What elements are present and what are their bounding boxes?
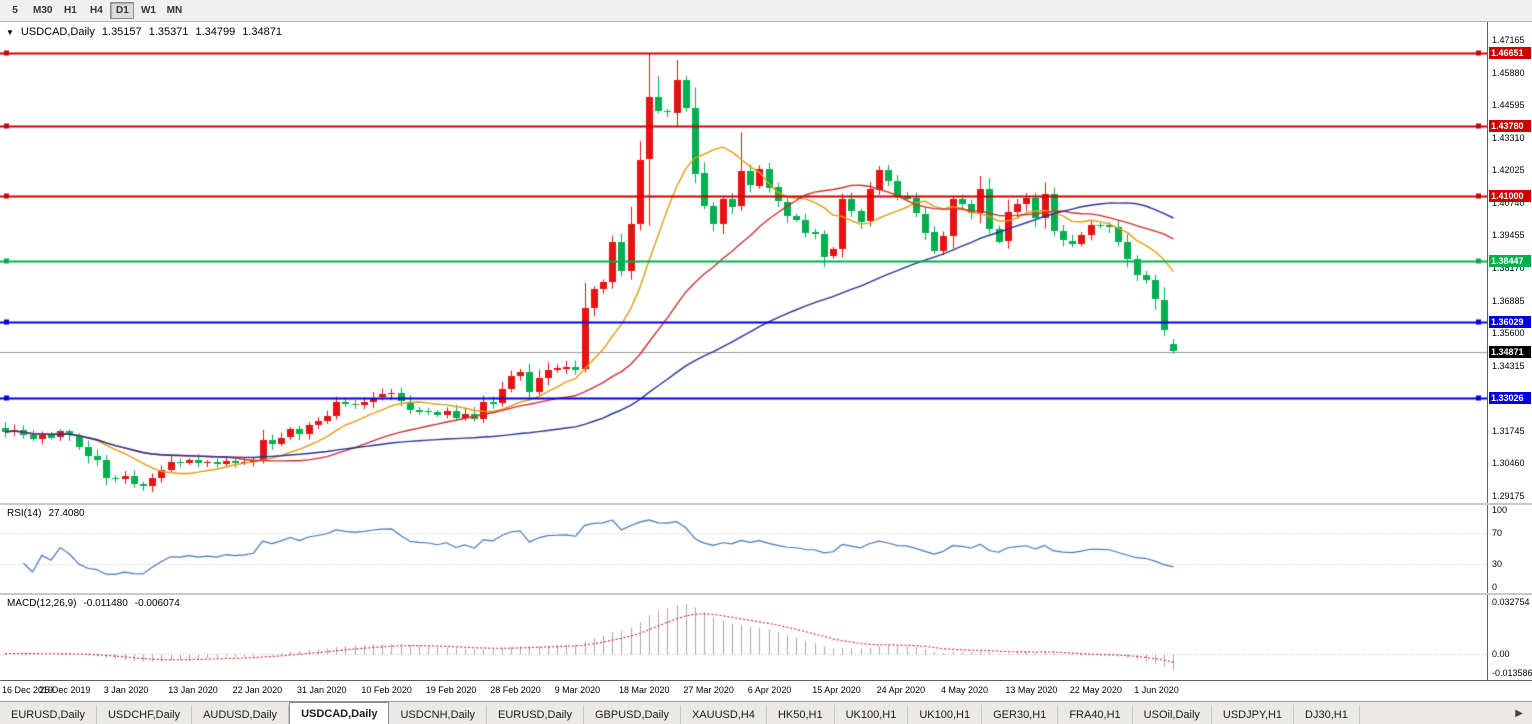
macd-indicator-canvas[interactable] <box>0 595 1487 680</box>
price-tick-label: 1.40740 <box>1492 197 1525 208</box>
timeframe-button-5[interactable]: 5 <box>12 5 18 16</box>
date-tick-label: 16 Dec 2019 <box>2 685 54 695</box>
level-price-label: 1.36029 <box>1489 316 1531 329</box>
tabs-scroll-right-icon[interactable]: ▶ <box>1515 707 1523 719</box>
rsi-indicator-canvas[interactable] <box>0 505 1487 593</box>
price-tick-label: 1.34315 <box>1492 360 1525 371</box>
ohlc-close: 1.34871 <box>242 26 282 38</box>
pane-divider-rsi[interactable] <box>0 503 1532 505</box>
timeframe-button-D1[interactable]: D1 <box>110 2 135 19</box>
macd-tick-label: -0.013586 <box>1492 668 1532 678</box>
date-tick-label: 9 Mar 2020 <box>554 685 601 695</box>
symbol-tab-USDCAD-Daily[interactable]: USDCAD,Daily <box>289 702 390 724</box>
timeframe-button-MN[interactable]: MN <box>166 5 183 16</box>
symbol-tab-GER30-H1[interactable]: GER30,H1 <box>982 705 1059 724</box>
date-tick-label: 22 Jan 2020 <box>232 685 283 695</box>
ohlc-open: 1.35157 <box>101 26 142 38</box>
date-tick-label: 31 Jan 2020 <box>297 685 347 695</box>
symbol-tab-EURUSD-Daily[interactable]: EURUSD,Daily <box>487 705 584 724</box>
price-tick-label: 1.35600 <box>1492 328 1525 339</box>
price-tick-label: 1.42025 <box>1492 165 1525 176</box>
date-tick-label: 13 May 2020 <box>1005 685 1058 695</box>
date-tick-label: 1 Jun 2020 <box>1134 685 1179 695</box>
timeframe-button-W1[interactable]: W1 <box>140 5 156 16</box>
price-tick-label: 1.45880 <box>1492 67 1525 78</box>
price-tick-label: 1.43310 <box>1492 132 1525 143</box>
rsi-header: RSI(14) 27.4080 <box>7 508 85 519</box>
symbol-tab-AUDUSD-Daily[interactable]: AUDUSD,Daily <box>192 705 290 724</box>
price-axis: 1.47165 1.45880 1.44595 1.43310 1.42025 1.407… <box>1487 22 1532 680</box>
ohlc-low: 1.34799 <box>195 26 236 38</box>
date-tick-label: 28 Feb 2020 <box>490 685 541 695</box>
rsi-tick-label: 0 <box>1492 582 1498 592</box>
time-axis: 16 Dec 2019 25 Dec 2019 3 Jan 2020 13 Jan 2… <box>0 680 1532 701</box>
symbol-tab-DJ30-H1[interactable]: DJ30,H1 <box>1294 705 1360 724</box>
pane-divider-macd[interactable] <box>0 593 1532 595</box>
rsi-tick-label: 70 <box>1492 528 1503 539</box>
rsi-value: 27.4080 <box>48 508 85 519</box>
price-tick-label: 1.39455 <box>1492 230 1525 241</box>
symbol-tab-GBPUSD-Daily[interactable]: GBPUSD,Daily <box>584 705 681 724</box>
symbol-tabbar: EURUSD,Daily USDCHF,Daily AUDUSD,Daily USDC… <box>0 701 1532 724</box>
current-price-label: 1.34871 <box>1489 345 1531 358</box>
date-tick-label: 15 Apr 2020 <box>812 685 861 695</box>
date-tick-label: 18 Mar 2020 <box>619 685 670 695</box>
price-tick-label: 1.47165 <box>1492 35 1525 45</box>
date-tick-label: 13 Jan 2020 <box>168 685 218 695</box>
timeframe-toolbar: 5 M30 H1 H4 D1 W1 MN <box>0 0 1532 22</box>
rsi-label: RSI(14) <box>7 508 42 519</box>
price-tick-label: 1.36885 <box>1492 295 1525 306</box>
level-price-label: 1.46651 <box>1489 47 1531 60</box>
date-tick-label: 24 Apr 2020 <box>876 685 926 695</box>
symbol-tab-FRA40-H1[interactable]: FRA40,H1 <box>1058 705 1133 724</box>
ohlc-high: 1.35371 <box>148 26 189 38</box>
symbol-tab-XAUUSD-H4[interactable]: XAUUSD,H4 <box>681 705 767 724</box>
date-tick-label: 25 Dec 2019 <box>39 685 91 695</box>
macd-signal-value: -0.006074 <box>134 598 180 609</box>
price-tick-label: 1.30460 <box>1492 458 1525 469</box>
date-tick-label: 22 May 2020 <box>1069 685 1122 695</box>
timeframe-button-M30[interactable]: M30 <box>33 5 53 16</box>
chart-area: ▼ USDCAD,Daily 1.35157 1.35371 1.34799 1… <box>0 22 1532 701</box>
timeframe-button-H4[interactable]: H4 <box>90 5 103 16</box>
level-price-label: 1.43780 <box>1489 119 1531 132</box>
symbol-tab-UK100-H1[interactable]: UK100,H1 <box>835 705 909 724</box>
chart-symbol-period: USDCAD,Daily <box>20 26 95 38</box>
symbol-tab-USOil-Daily[interactable]: USOil,Daily <box>1133 705 1212 724</box>
price-tick-label: 1.38170 <box>1492 263 1525 273</box>
symbol-tab-UK100-H1[interactable]: UK100,H1 <box>908 705 983 724</box>
symbol-tab-HK50-H1[interactable]: HK50,H1 <box>767 705 835 724</box>
rsi-tick-label: 100 <box>1492 505 1508 515</box>
date-tick-label: 10 Feb 2020 <box>361 685 412 695</box>
rsi-tick-label: 30 <box>1492 558 1503 569</box>
macd-main-value: -0.011480 <box>83 598 128 609</box>
date-tick-label: 3 Jan 2020 <box>103 685 149 695</box>
level-price-label: 1.41000 <box>1489 190 1531 203</box>
symbol-tab-USDCNH-Daily[interactable]: USDCNH,Daily <box>389 705 488 724</box>
macd-label: MACD(12,26,9) <box>7 598 77 609</box>
chart-dropdown-icon[interactable]: ▼ <box>6 27 14 37</box>
date-tick-label: 6 Apr 2020 <box>747 685 792 695</box>
date-tick-label: 27 Mar 2020 <box>683 685 734 695</box>
price-tick-label: 1.29175 <box>1492 491 1525 501</box>
date-tick-label: 19 Feb 2020 <box>425 685 477 695</box>
symbol-tab-USDCHF-Daily[interactable]: USDCHF,Daily <box>97 705 193 724</box>
macd-tick-label: 0.032754 <box>1492 597 1530 607</box>
level-price-label: 1.38447 <box>1489 254 1531 267</box>
level-price-label: 1.33026 <box>1489 392 1531 405</box>
macd-tick-label: 0.00 <box>1492 648 1510 659</box>
chart-title: ▼ USDCAD,Daily 1.35157 1.35371 1.34799 1… <box>6 26 282 38</box>
symbol-tab-EURUSD-Daily[interactable]: EURUSD,Daily <box>0 705 97 724</box>
price-tick-label: 1.44595 <box>1492 100 1525 111</box>
main-price-chart-canvas[interactable] <box>0 22 1487 503</box>
timeframe-button-H1[interactable]: H1 <box>64 5 77 16</box>
price-tick-label: 1.31745 <box>1492 425 1525 436</box>
date-tick-label: 4 May 2020 <box>941 685 989 695</box>
macd-header: MACD(12,26,9) -0.011480 -0.006074 <box>7 598 180 609</box>
symbol-tab-USDJPY-H1[interactable]: USDJPY,H1 <box>1212 705 1295 724</box>
